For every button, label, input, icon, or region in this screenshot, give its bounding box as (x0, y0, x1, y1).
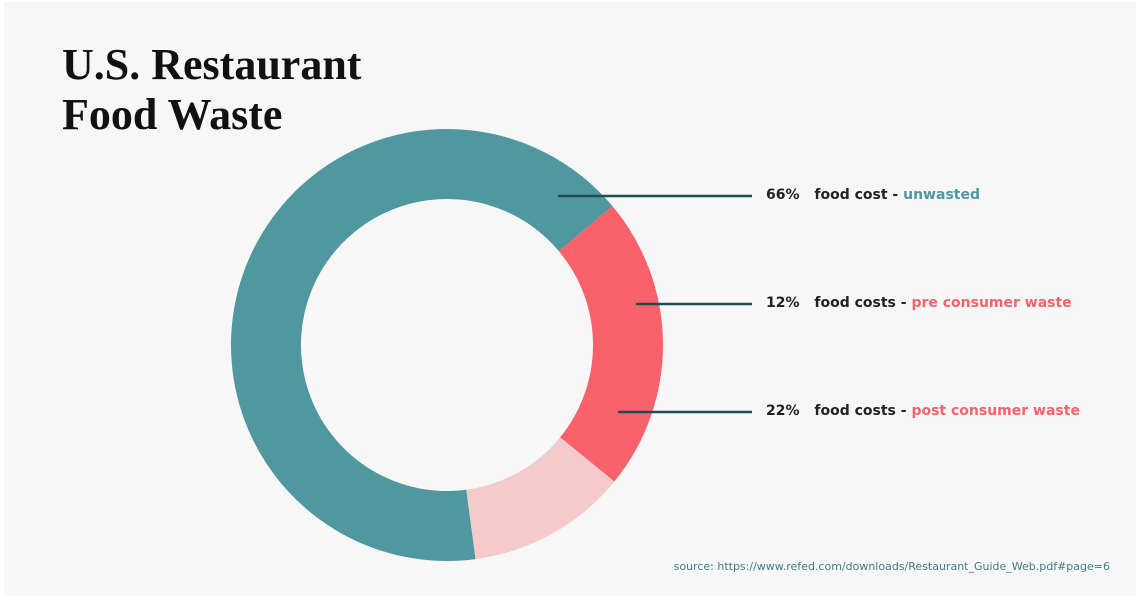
slice-percent-pre-consumer: 12% (766, 295, 800, 311)
chart-title-line-1: U.S. Restaurant (62, 40, 362, 89)
slice-highlight-post-consumer: post consumer waste (911, 403, 1080, 419)
slice-text-pre-consumer: food costs - (814, 295, 912, 311)
donut-slice-post-consumer (558, 206, 664, 482)
slice-text-unwasted: food cost - (814, 187, 904, 203)
slice-text-post-consumer: food costs - (814, 403, 912, 419)
slice-label-post-consumer: 22% food costs - post consumer waste (766, 402, 1080, 420)
slice-label-pre-consumer: 12% food costs - pre consumer waste (766, 294, 1072, 312)
leader-lines (558, 194, 752, 414)
slice-highlight-unwasted: unwasted (903, 187, 980, 203)
slice-percent-unwasted: 66% (766, 187, 800, 203)
donut-slice-pre-consumer (466, 437, 615, 560)
chart-title-line-2: Food Waste (62, 90, 283, 139)
slice-label-unwasted: 66% food cost - unwasted (766, 186, 980, 204)
source-citation: source: https://www.refed.com/downloads/… (673, 560, 1110, 573)
slice-percent-post-consumer: 22% (766, 403, 800, 419)
slice-highlight-pre-consumer: pre consumer waste (911, 295, 1072, 311)
donut-slices (230, 129, 664, 562)
chart-title: U.S. Restaurant Food Waste (62, 40, 361, 140)
donut-slice-unwasted (230, 129, 613, 562)
